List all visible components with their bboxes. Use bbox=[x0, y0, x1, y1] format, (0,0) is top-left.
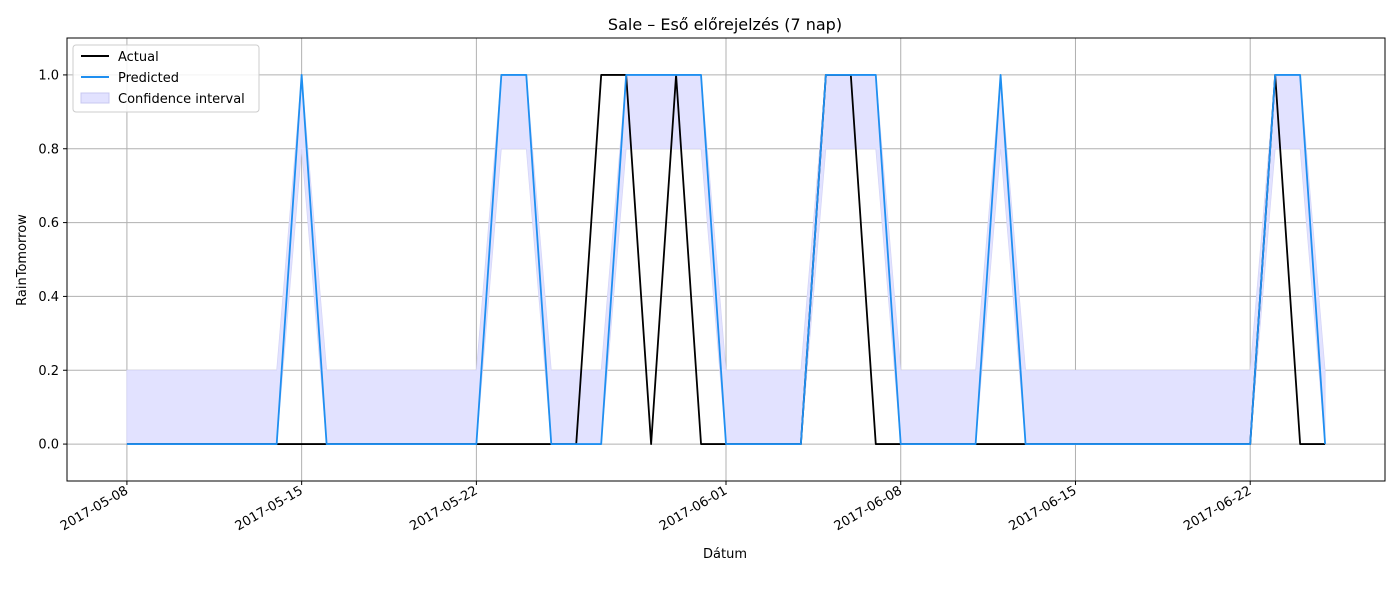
legend: Actual Predicted Confidence interval bbox=[72, 44, 260, 113]
legend-frame bbox=[72, 44, 260, 113]
x-tick-label: 2017-05-22 bbox=[407, 483, 480, 534]
x-tick-label: 2017-06-22 bbox=[1181, 483, 1254, 534]
x-tick-label: 2017-06-08 bbox=[832, 483, 905, 534]
y-tick-label: 0.6 bbox=[38, 216, 59, 231]
y-axis: 0.0 0.2 0.4 0.6 0.8 1.0 bbox=[38, 68, 67, 453]
y-tick-label: 0.8 bbox=[38, 142, 59, 157]
y-tick-label: 0.4 bbox=[38, 290, 59, 305]
y-axis-title: RainTomorrow bbox=[15, 214, 30, 306]
predicted-line bbox=[126, 74, 1326, 445]
y-tick-label: 0.0 bbox=[38, 438, 59, 453]
x-tick-label: 2017-05-15 bbox=[233, 483, 306, 534]
x-tick-label: 2017-06-15 bbox=[1007, 483, 1080, 534]
legend-ci-swatch bbox=[80, 92, 110, 104]
legend-actual-label: Actual bbox=[118, 50, 159, 65]
legend-predicted-label: Predicted bbox=[118, 71, 179, 86]
y-tick-label: 0.2 bbox=[38, 364, 59, 379]
legend-ci-label: Confidence interval bbox=[118, 92, 245, 107]
x-tick-label: 2017-06-01 bbox=[657, 483, 730, 534]
x-axis-title: Dátum bbox=[703, 547, 747, 562]
x-tick-label: 2017-05-08 bbox=[58, 483, 131, 534]
series-lines bbox=[126, 74, 1326, 445]
x-axis: 2017-05-08 2017-05-15 2017-05-22 2017-06-01… bbox=[58, 481, 1254, 534]
y-tick-label: 1.0 bbox=[38, 68, 59, 83]
chart-title: Sale – Eső előrejelzés (7 nap) bbox=[608, 15, 842, 34]
